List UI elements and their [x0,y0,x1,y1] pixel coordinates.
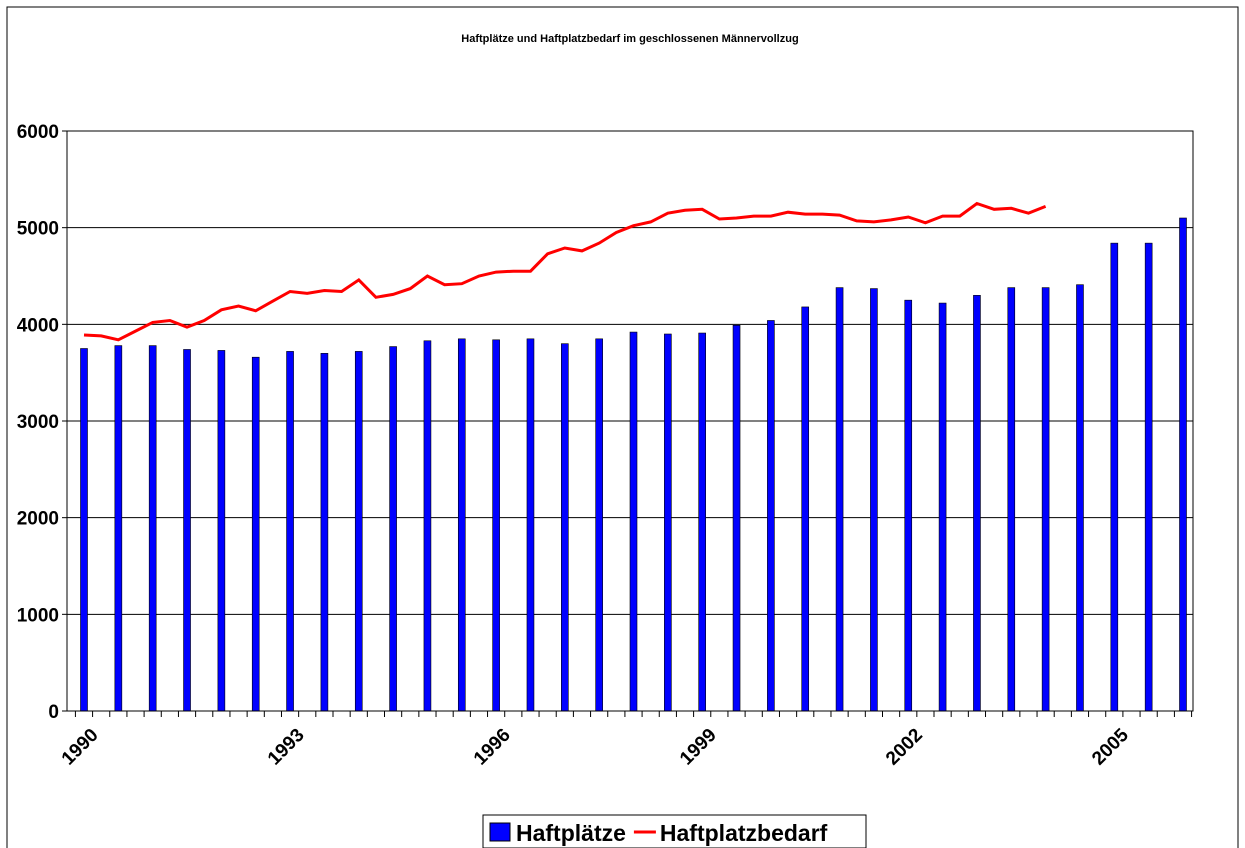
bar [286,351,294,712]
bar [114,345,123,712]
y-tick-label: 0 [48,702,59,723]
legend-box [482,814,867,848]
bar [1110,242,1119,712]
bar [183,349,191,712]
y-tick-label: 4000 [17,315,59,336]
y-tick-label: 3000 [17,412,59,433]
bar [80,348,88,712]
bar [1007,287,1016,712]
bar [492,339,500,712]
bar [904,299,913,712]
bar [698,332,706,712]
bar [938,302,947,712]
bar [870,288,878,712]
legend: Haftplätze Haftplatzbedarf [482,814,867,848]
bar [526,338,535,712]
bar [664,333,672,712]
legend-label: Haftplätze [516,820,626,846]
legend-swatch [489,822,511,842]
bar [732,324,741,712]
legend-label: Haftplatzbedarf [660,820,828,846]
bar [148,345,157,712]
bar [561,343,569,712]
bar [320,353,329,712]
bar [217,350,226,712]
y-tick-label: 6000 [17,122,59,143]
bar [1144,242,1153,712]
bar [835,287,844,712]
bar [801,306,810,712]
bar [973,295,981,712]
y-tick-label: 2000 [17,509,59,530]
bar [1076,284,1084,712]
bar [767,320,775,712]
bar [629,331,638,712]
bar [457,338,466,712]
chart-title: Haftplätze und Haftplatzbedarf im geschl… [461,33,798,45]
bar [595,338,603,712]
bar [1041,287,1050,712]
bar [251,356,260,712]
bar [1179,217,1187,712]
bar [423,340,432,712]
line [83,201,1047,342]
bar [354,351,363,712]
y-tick-label: 1000 [17,605,59,626]
y-tick-label: 5000 [17,219,59,240]
bar [389,346,397,712]
